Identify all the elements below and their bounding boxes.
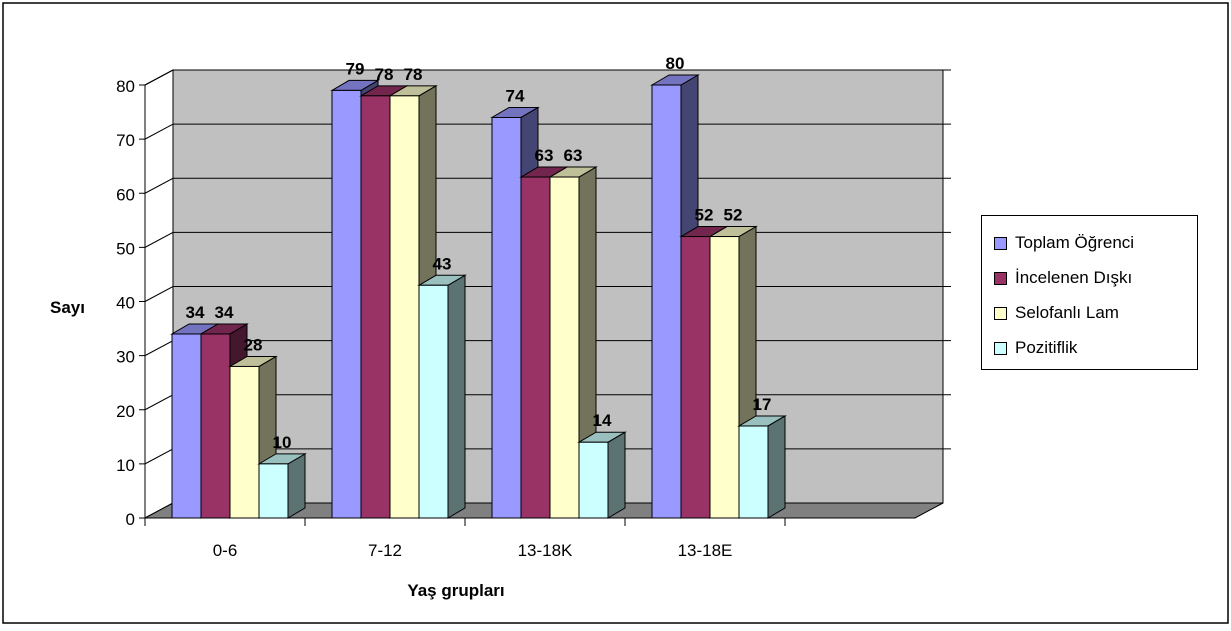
data-label-0-6-i-ncelenen-d-k: 34 [215, 303, 234, 322]
legend-item-toplam-ogrenci: Toplam Öğrenci [994, 233, 1134, 253]
bar-0-6-pozitiflik-front [258, 463, 289, 519]
bar-13-18e-pozitiflik-front [738, 425, 769, 519]
bar-13-18k-selofanl-lam-front [549, 176, 580, 519]
legend-swatch-pozitiflik [994, 341, 1007, 355]
bar-0-6-selofanl-lam-front [229, 365, 260, 519]
data-label-0-6-pozitiflik: 10 [273, 433, 292, 452]
bar-13-18k-i-ncelenen-d-k-front [520, 176, 551, 519]
data-label-7-12-i-ncelenen-d-k: 78 [375, 65, 394, 84]
legend-label-toplam-ogrenci: Toplam Öğrenci [1015, 233, 1135, 252]
legend-label-selofanli-lam: Selofanlı Lam [1015, 303, 1119, 322]
bar-7-12-i-ncelenen-d-k-front [360, 95, 391, 519]
y-tick-label: 10 [116, 456, 135, 475]
legend-swatch-incelenen-diski [994, 271, 1007, 285]
y-tick-label: 30 [116, 348, 135, 367]
data-label-0-6-toplam-renci: 34 [186, 303, 205, 322]
y-axis-title: Sayı [50, 298, 85, 317]
x-axis-title: Yaş grupları [407, 581, 504, 600]
x-tick-label: 13-18E [678, 541, 733, 560]
y-tick-label: 60 [116, 185, 135, 204]
chart-legend: Toplam Öğrenci İncelenen Dışkı Selofanlı… [981, 215, 1198, 370]
y-tick-label: 70 [116, 131, 135, 150]
gridline [144, 69, 943, 86]
y-tick-label: 0 [126, 510, 135, 529]
legend-item-selofanli-lam: Selofanlı Lam [994, 303, 1119, 323]
legend-item-incelenen-diski: İncelenen Dışkı [994, 268, 1132, 288]
bar-13-18k-pozitiflik-side [607, 431, 626, 519]
bar-7-12-pozitiflik-side [447, 274, 466, 519]
bar-7-12-selofanl-lam-front [389, 95, 420, 519]
legend-label-incelenen-diski: İncelenen Dışkı [1015, 268, 1133, 287]
data-label-13-18k-pozitiflik: 14 [593, 411, 612, 430]
x-tick-label: 0-6 [213, 541, 238, 560]
legend-swatch-toplam-ogrenci [994, 236, 1007, 250]
y-tick-label: 40 [116, 294, 135, 313]
legend-label-pozitiflik: Pozitiflik [1015, 338, 1078, 357]
bar-13-18e-selofanl-lam-front [709, 236, 740, 519]
data-label-13-18e-i-ncelenen-d-k: 52 [695, 206, 714, 225]
bar-13-18e-pozitiflik [737, 415, 787, 519]
bar-13-18e-pozitiflik-side [767, 415, 786, 519]
bar-7-12-pozitiflik-front [418, 284, 449, 519]
data-label-13-18k-selofanl-lam: 63 [564, 146, 583, 165]
data-label-7-12-selofanl-lam: 78 [404, 65, 423, 84]
bar-7-12-pozitiflik [417, 274, 467, 519]
bar-13-18k-selofanl-lam [548, 166, 598, 519]
data-label-13-18e-selofanl-lam: 52 [724, 206, 743, 225]
bar-13-18k-toplam-renci-front [491, 116, 522, 519]
bar-13-18k-pozitiflik [577, 431, 627, 519]
data-label-13-18k-i-ncelenen-d-k: 63 [535, 146, 554, 165]
y-tick-label: 50 [116, 239, 135, 258]
bar-0-6-toplam-renci-front [171, 333, 202, 519]
data-label-7-12-pozitiflik: 43 [433, 254, 452, 273]
bar-7-12-toplam-renci-front [331, 89, 362, 519]
bar-13-18k-pozitiflik-front [578, 441, 609, 519]
bar-0-6-pozitiflik [257, 453, 307, 519]
bar-0-6-i-ncelenen-d-k-front [200, 333, 231, 519]
y-tick-label: 20 [116, 402, 135, 421]
legend-item-pozitiflik: Pozitiflik [994, 338, 1077, 358]
data-label-13-18k-toplam-renci: 74 [506, 86, 525, 105]
x-tick-label: 7-12 [368, 541, 402, 560]
x-tick-label: 13-18K [518, 541, 573, 560]
bar-13-18e-i-ncelenen-d-k-front [680, 236, 711, 519]
bar-13-18e-toplam-renci-front [651, 84, 682, 519]
data-label-7-12-toplam-renci: 79 [346, 59, 365, 78]
data-label-0-6-selofanl-lam: 28 [244, 335, 263, 354]
data-label-13-18e-pozitiflik: 17 [753, 395, 772, 414]
bar-0-6-pozitiflik-side [287, 453, 306, 519]
legend-swatch-selofanli-lam [994, 306, 1007, 320]
data-label-13-18e-toplam-renci: 80 [666, 54, 685, 73]
y-tick-label: 80 [116, 77, 135, 96]
